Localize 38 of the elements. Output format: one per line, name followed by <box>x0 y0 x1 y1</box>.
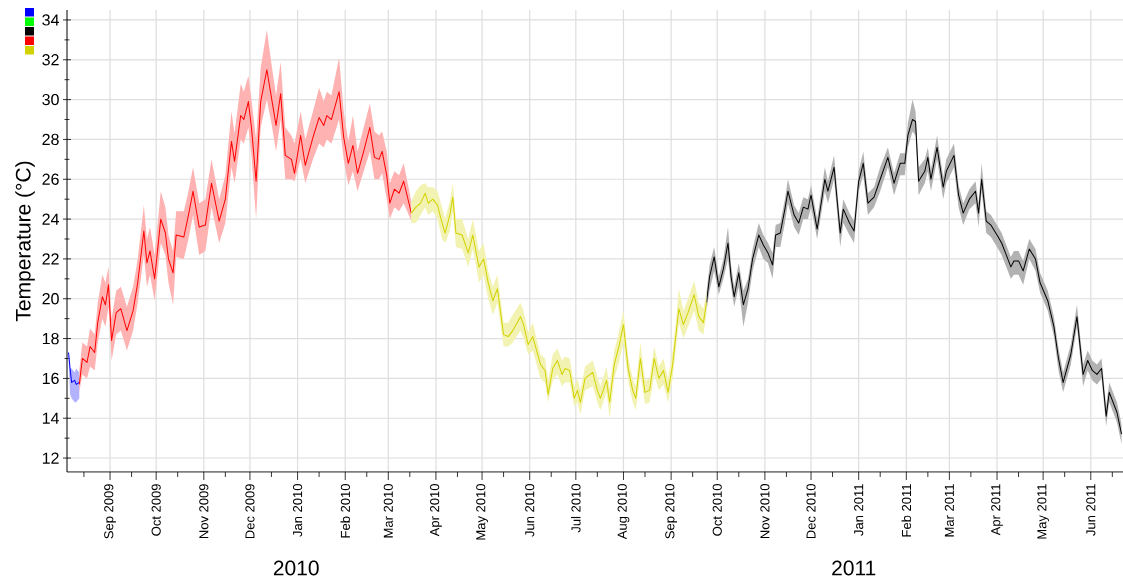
x-tick-label: Aug 2010 <box>617 484 630 540</box>
y-tick-label: 26 <box>42 173 59 185</box>
y-tick-label: 20 <box>42 293 59 305</box>
x-tick-label: Mar 2011 <box>944 484 954 537</box>
y-tick-label: 22 <box>42 253 59 265</box>
x-tick-label: Dec 2010 <box>806 484 816 539</box>
x-tick-label: Oct 2010 <box>712 484 722 536</box>
y-tick-label: 14 <box>42 412 59 424</box>
text: 2010 <box>273 560 319 576</box>
x-tick-label: Jul 2010 <box>571 484 581 533</box>
x-tick-label: May 2011 <box>1037 484 1050 539</box>
y-tick-label: 24 <box>42 213 59 225</box>
x-tick-label: Oct 2009 <box>151 484 161 536</box>
x-tick-label: Feb 2011 <box>901 484 912 537</box>
x-tick-label: Mar 2010 <box>383 484 393 538</box>
x-tick-label: Nov 2010 <box>760 484 770 539</box>
x-tick-label: Dec 2009 <box>245 484 255 539</box>
x-tick-label: Feb 2010 <box>340 484 351 538</box>
x-tick-label: Sep 2010 <box>665 484 678 539</box>
x-tick-label: Apr 2011 <box>991 484 1003 536</box>
y-tick-label: 34 <box>42 14 59 26</box>
y-tick-label: 16 <box>42 372 59 385</box>
line-series <box>68 352 80 385</box>
x-tick-label: Sep 2009 <box>104 484 116 539</box>
x-tick-label: Apr 2010 <box>430 484 442 537</box>
x-tick-label: Jun 2010 <box>525 484 535 537</box>
y-axis-title: Temperature (°C) <box>15 161 35 322</box>
x-tick-label: Jan 2010 <box>292 484 303 537</box>
x-tick-label: Nov 2009 <box>199 484 209 539</box>
y-tick-label: 30 <box>42 93 59 106</box>
x-tick-label: Jun 2011 <box>1086 484 1096 536</box>
x-tick-label: May 2010 <box>476 484 488 540</box>
y-tick-label: 12 <box>42 452 59 464</box>
text: 2011 <box>832 560 876 576</box>
y-tick-label: 18 <box>42 332 59 345</box>
y-tick-label: 28 <box>42 133 59 146</box>
y-tick-label: 32 <box>42 54 59 66</box>
x-tick-label: Jan 2011 <box>854 484 864 536</box>
